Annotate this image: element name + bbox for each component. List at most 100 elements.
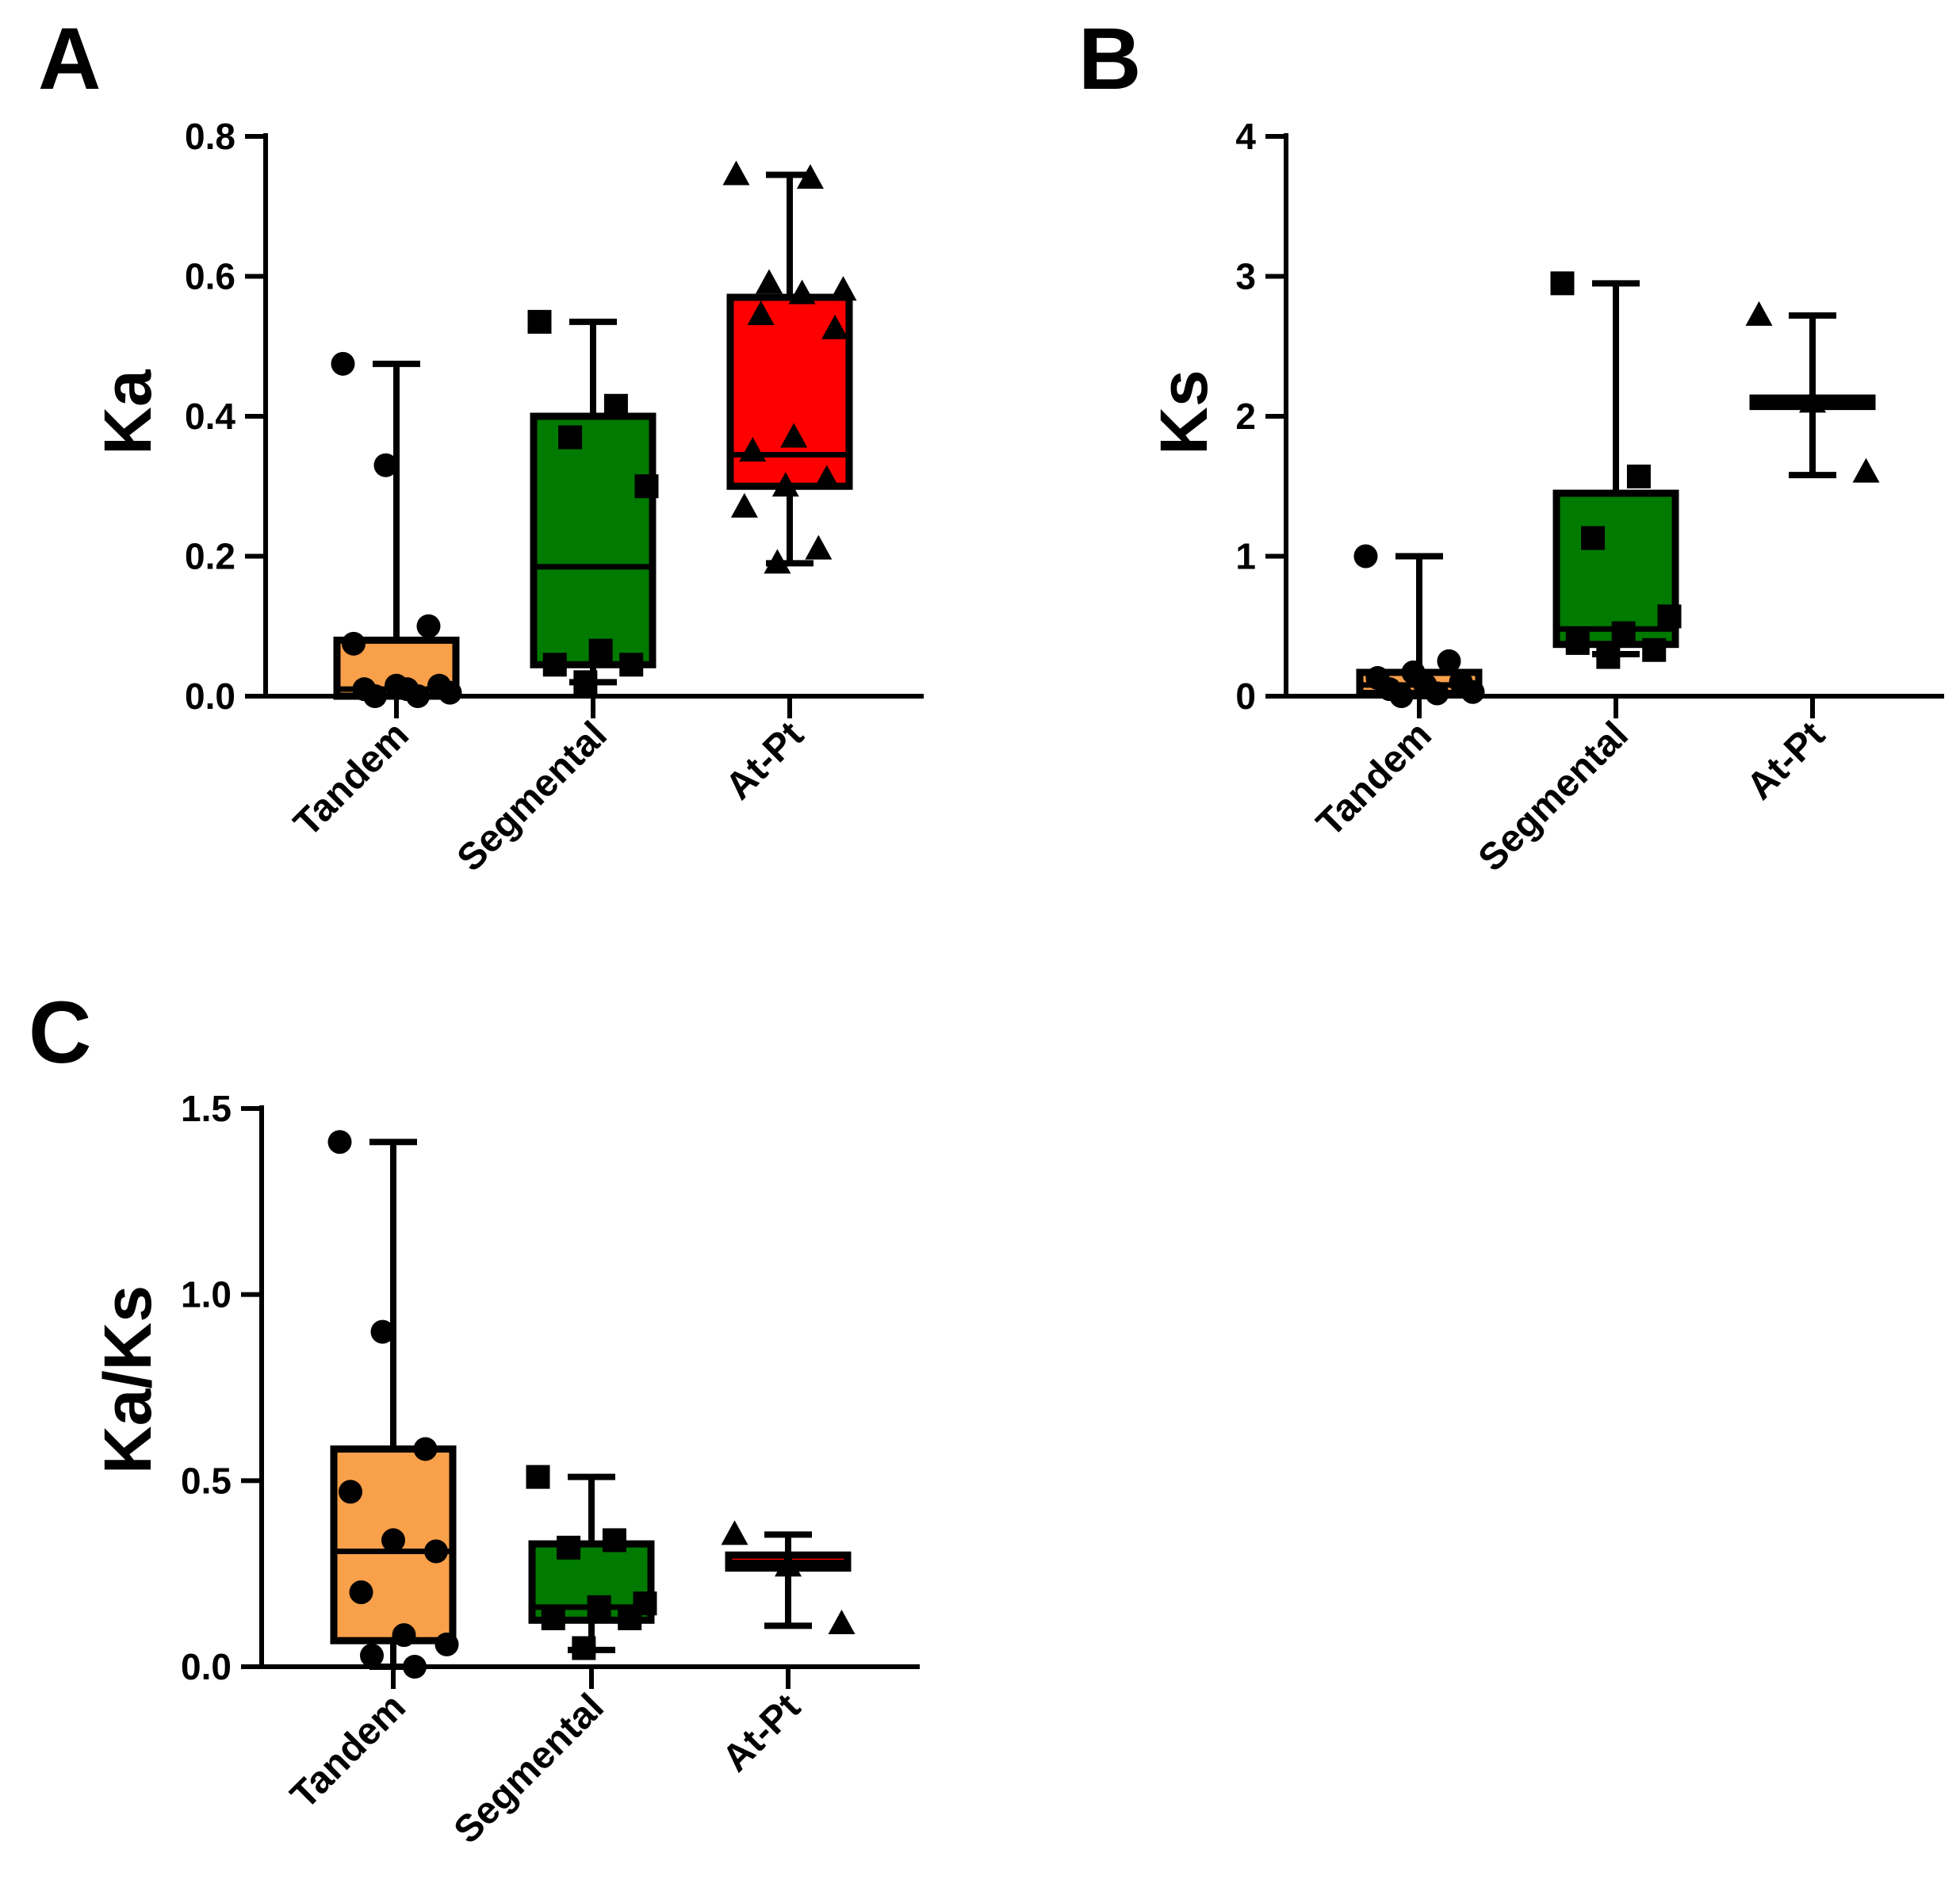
data-point <box>370 1319 395 1344</box>
data-point <box>1437 649 1461 673</box>
data-point <box>780 423 808 448</box>
panel-c-cat-label: Segmental <box>446 1686 612 1851</box>
y-tick-label: 0.2 <box>185 536 235 577</box>
panel-c-y-axis-title: Ka/Ks <box>90 1285 165 1474</box>
data-point <box>828 1610 856 1635</box>
y-tick-label: 0.0 <box>185 676 235 717</box>
data-point <box>796 163 824 189</box>
data-point <box>381 1528 405 1553</box>
data-point <box>413 1437 438 1461</box>
box-tandem <box>1353 544 1485 708</box>
data-point <box>634 474 659 499</box>
y-tick-label: 0.0 <box>181 1646 232 1687</box>
y-tick-label: 0.8 <box>185 116 235 157</box>
y-tick-label: 1.5 <box>181 1088 232 1129</box>
y-tick-label: 0.4 <box>185 396 235 437</box>
data-point <box>392 1623 416 1648</box>
panel-c-boxes <box>327 1130 856 1679</box>
data-point <box>764 549 791 574</box>
data-point <box>527 309 552 334</box>
data-point <box>1611 621 1636 645</box>
panel-b-cat-label: Segmental <box>1471 714 1637 879</box>
y-tick-label: 0.5 <box>181 1460 232 1501</box>
panel-a-cat-label: Segmental <box>450 714 615 879</box>
data-point <box>1626 464 1651 488</box>
box-body <box>530 412 657 668</box>
y-tick-label: 4 <box>1235 116 1256 157</box>
panel-c-axes <box>259 1105 920 1689</box>
data-point <box>558 425 583 450</box>
panel-b-boxes <box>1353 271 1880 708</box>
data-point <box>1425 681 1449 706</box>
data-point <box>434 1632 459 1656</box>
data-point <box>829 276 857 301</box>
box-tandem <box>331 351 462 708</box>
data-point <box>771 472 799 497</box>
data-point <box>557 1535 581 1560</box>
data-point <box>1596 645 1621 669</box>
data-point <box>587 1595 611 1619</box>
data-point <box>342 631 366 656</box>
panel-b: B Ks 0 1 2 3 4 Tandem Segmental At-Pt <box>1078 10 1944 879</box>
data-point <box>722 160 750 186</box>
data-point <box>1657 604 1682 629</box>
panel-a-letter: A <box>38 10 101 108</box>
panel-c-cat-label: Tandem <box>283 1686 414 1817</box>
box-at-pt <box>721 1520 856 1635</box>
box-tandem <box>327 1130 459 1679</box>
box-at-pt <box>1745 301 1880 483</box>
data-point <box>373 453 398 477</box>
data-point <box>339 1480 362 1504</box>
data-point <box>756 269 783 294</box>
data-point <box>327 1130 352 1154</box>
data-point <box>572 1636 596 1660</box>
panel-c-cat-label: At-Pt <box>714 1686 809 1780</box>
data-point <box>416 614 441 638</box>
data-point <box>821 314 849 339</box>
data-point <box>619 653 644 677</box>
data-point <box>349 1580 373 1605</box>
data-point <box>542 653 567 677</box>
data-point <box>1581 526 1606 550</box>
data-point <box>730 492 758 518</box>
panel-b-cat-label: At-Pt <box>1739 714 1833 808</box>
data-point <box>1550 271 1575 296</box>
y-tick-label: 1 <box>1235 536 1256 577</box>
y-tick-label: 1.0 <box>181 1274 232 1315</box>
data-point <box>788 279 816 304</box>
panel-a-y-axis-title: Ka <box>90 369 165 455</box>
data-point <box>813 465 840 490</box>
panel-c-letter: C <box>29 984 91 1082</box>
y-tick-label: 2 <box>1235 396 1256 437</box>
data-point <box>602 1528 626 1553</box>
panel-b-y-axis-title: Ks <box>1147 369 1221 454</box>
data-point <box>1852 458 1880 483</box>
panel-a-axes <box>263 133 924 718</box>
data-point <box>721 1520 748 1545</box>
panel-b-cat-label: Tandem <box>1309 714 1440 844</box>
y-tick-label: 0 <box>1235 676 1256 717</box>
panel-a-cat-label: At-Pt <box>718 714 812 808</box>
data-point <box>1565 630 1590 655</box>
data-point <box>424 1539 448 1564</box>
box-segmental <box>527 309 659 695</box>
data-point <box>573 670 598 695</box>
panel-b-y-ticks: 0 1 2 3 4 <box>1235 116 1286 717</box>
panel-c-y-ticks: 0.0 0.5 1.0 1.5 <box>181 1088 262 1687</box>
data-point <box>775 1552 802 1577</box>
data-point <box>1799 388 1826 413</box>
panel-b-axes <box>1284 133 1944 718</box>
y-tick-label: 0.6 <box>185 256 235 297</box>
panel-a: A Ka 0.0 0.2 0.4 0.6 0.8 Tandem Segmental At… <box>38 10 924 879</box>
data-point <box>1745 301 1773 326</box>
data-point <box>747 301 775 326</box>
box-segmental <box>1550 271 1682 669</box>
panel-a-boxes <box>331 160 857 708</box>
data-point <box>1642 638 1667 662</box>
data-point <box>618 1606 642 1630</box>
data-point <box>739 437 767 462</box>
data-point <box>331 351 355 376</box>
data-point <box>526 1465 550 1489</box>
data-point <box>1353 544 1378 569</box>
